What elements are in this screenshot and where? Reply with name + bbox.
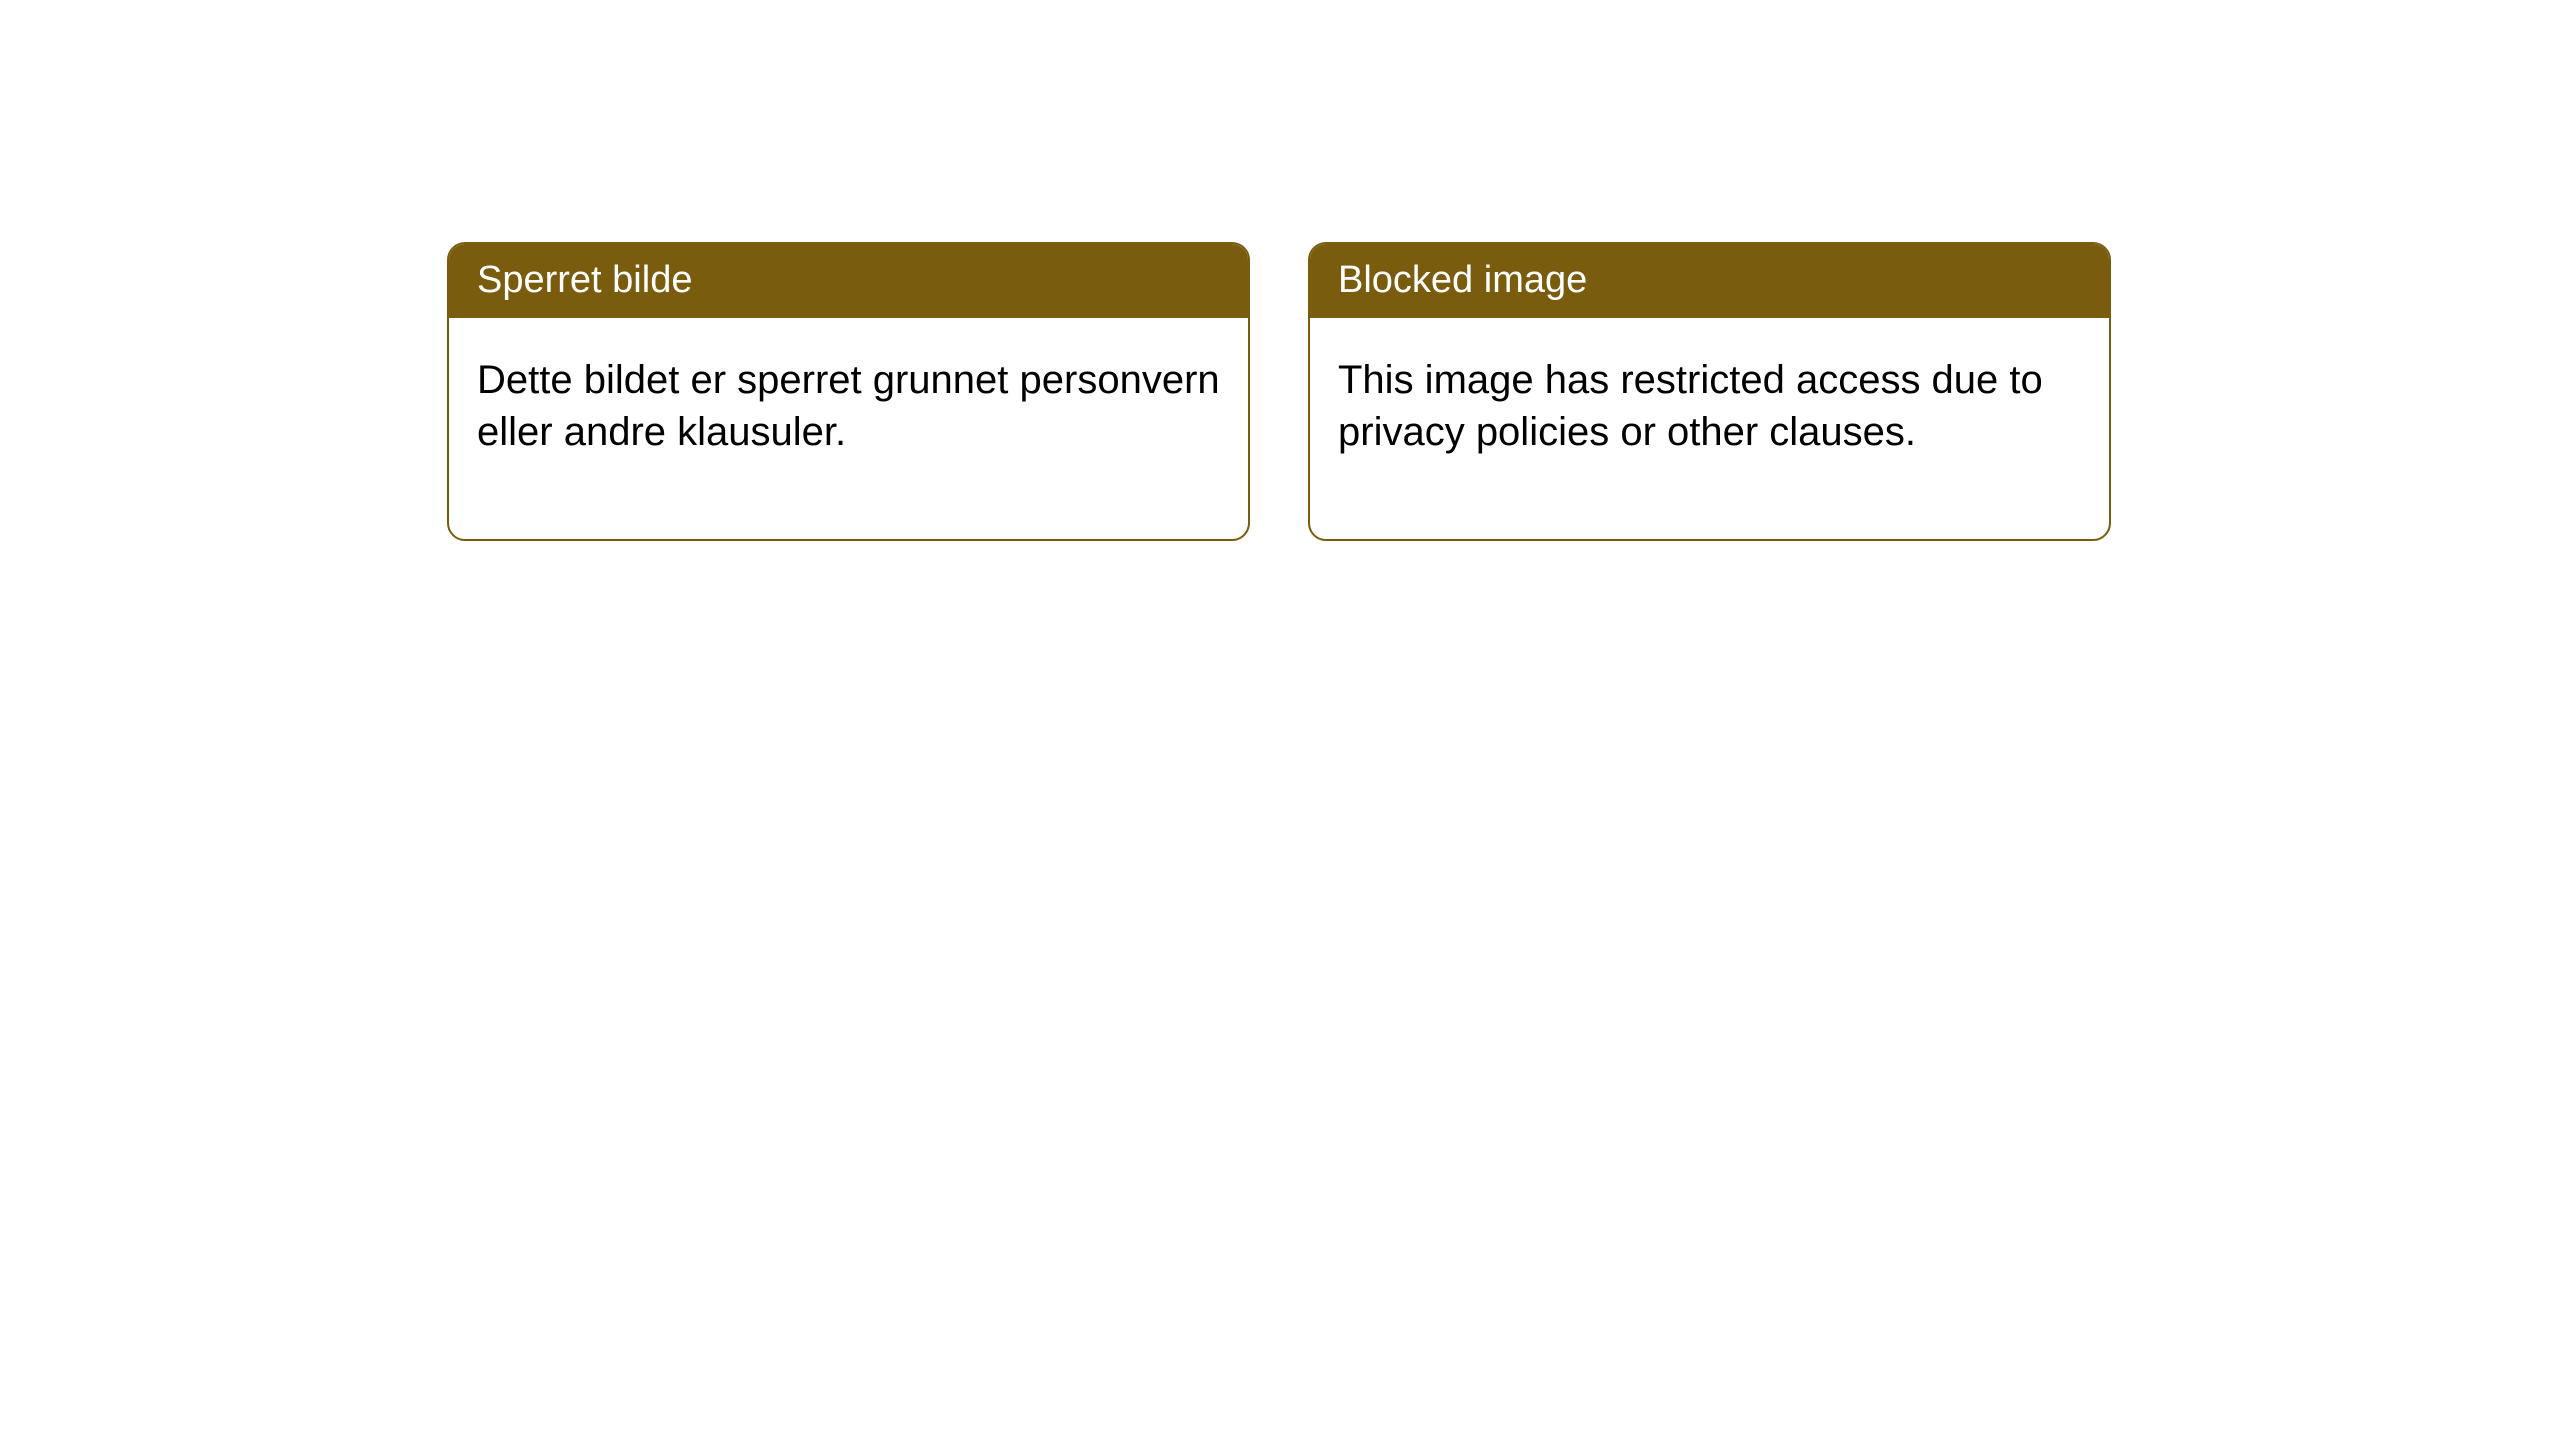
notice-card-norwegian: Sperret bilde Dette bildet er sperret gr…: [447, 242, 1250, 541]
card-body: Dette bildet er sperret grunnet personve…: [449, 318, 1248, 540]
notice-cards-container: Sperret bilde Dette bildet er sperret gr…: [447, 242, 2111, 541]
card-header: Sperret bilde: [449, 244, 1248, 318]
notice-card-english: Blocked image This image has restricted …: [1308, 242, 2111, 541]
card-header: Blocked image: [1310, 244, 2109, 318]
card-body: This image has restricted access due to …: [1310, 318, 2109, 540]
